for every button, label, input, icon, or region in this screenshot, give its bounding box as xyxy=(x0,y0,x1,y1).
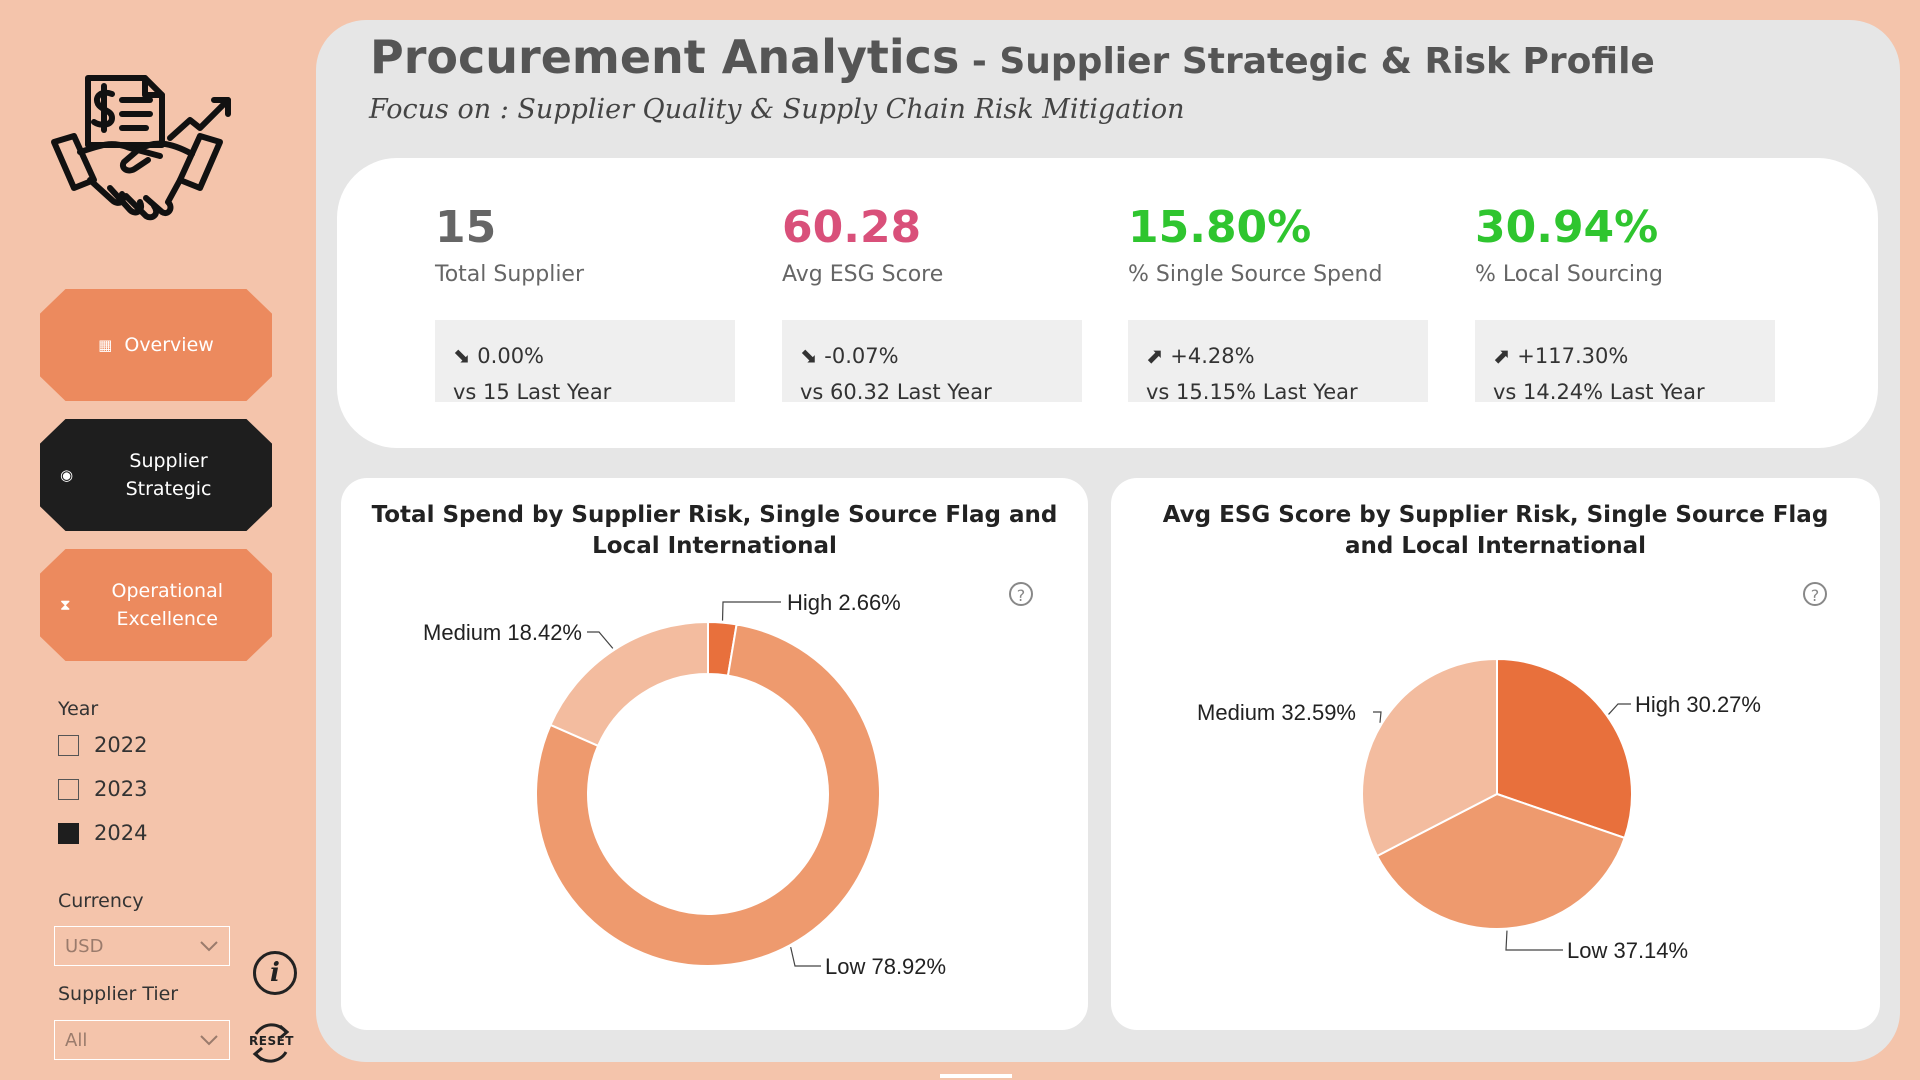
checkbox-box xyxy=(58,778,79,800)
leader-line xyxy=(1373,711,1382,723)
radio-dot-icon: ◉ xyxy=(60,466,74,484)
kpi-compare-avg-esg: ⬊ -0.07% vs 60.32 Last Year xyxy=(782,320,1082,404)
kpi-compare-single-source: ⬈ +4.28% vs 15.15% Last Year xyxy=(1128,320,1428,404)
kpi-change: 0.00% xyxy=(477,344,545,368)
currency-dropdown[interactable]: USD xyxy=(54,926,230,966)
supplier-tier-dropdown[interactable]: All xyxy=(54,1020,230,1060)
info-icon[interactable]: i xyxy=(253,951,297,995)
kpi-change: +4.28% xyxy=(1170,344,1255,368)
slice-low[interactable] xyxy=(1375,792,1626,930)
kpi-single-source-spend: 15.80% % Single Source Spend xyxy=(1128,200,1448,287)
page-scroll-indicator xyxy=(940,1074,1012,1078)
kpi-compare-text: vs 15 Last Year xyxy=(453,380,612,404)
help-icon[interactable]: ? xyxy=(1009,582,1033,606)
kpi-compare-text: vs 15.15% Last Year xyxy=(1146,380,1358,404)
page-title-sub: - Supplier Strategic & Risk Profile xyxy=(959,41,1655,82)
slice-label-high: High 2.66% xyxy=(787,590,901,615)
supplier-tier-value: All xyxy=(65,1029,88,1051)
leader-line xyxy=(721,601,781,621)
kpi-local-sourcing: 30.94% % Local Sourcing xyxy=(1475,200,1795,287)
spend-donut-chart: High 2.66% Low 78.92% Medium 18.42% xyxy=(423,590,946,979)
chart-title: Total Spend by Supplier Risk, Single Sou… xyxy=(371,502,1058,559)
kpi-label: Total Supplier xyxy=(435,262,585,287)
slice-medium[interactable] xyxy=(549,620,709,748)
kpi-avg-esg-score: 60.28 Avg ESG Score xyxy=(782,200,1102,287)
page-title-main: Procurement Analytics xyxy=(370,30,960,84)
year-2024-label: 2024 xyxy=(94,821,148,845)
chevron-down-icon xyxy=(200,1035,218,1046)
year-2024-checkbox[interactable]: 2024 xyxy=(58,821,147,845)
kpi-compare-text: vs 14.24% Last Year xyxy=(1493,380,1705,404)
nav-operational-excellence-button[interactable]: ⧗ Operational Excellence xyxy=(40,549,272,661)
kpi-compare-local-sourcing: ⬈ +117.30% vs 14.24% Last Year xyxy=(1475,320,1775,404)
currency-filter-label: Currency xyxy=(58,890,144,912)
checkbox-box-checked xyxy=(58,822,79,844)
kpi-value: 60.28 xyxy=(782,202,922,253)
leader-line xyxy=(587,631,614,649)
leader-line xyxy=(790,946,821,967)
currency-value: USD xyxy=(65,935,104,957)
nav-supplier-strategic-label: Supplier Strategic xyxy=(125,450,212,500)
page-title: Procurement Analytics - Supplier Strateg… xyxy=(370,30,1655,84)
esg-pie-chart-card: Avg ESG Score by Supplier Risk, Single S… xyxy=(1111,478,1880,1030)
kpi-compare-total-supplier: ⬊ 0.00% vs 15 Last Year xyxy=(435,320,735,404)
esg-pie-chart: High 30.27% Low 37.14% Medium 32.59% xyxy=(1197,657,1761,963)
slice-medium[interactable] xyxy=(1361,657,1498,858)
page-subtitle: Focus on : Supplier Quality & Supply Cha… xyxy=(369,94,1185,125)
trend-up-icon: ⬈ xyxy=(1493,344,1511,368)
slice-low[interactable] xyxy=(535,623,881,967)
slice-label-medium: Medium 18.42% xyxy=(423,620,582,645)
slice-label-high: High 30.27% xyxy=(1635,692,1761,717)
reset-label: RESET xyxy=(249,1034,294,1048)
year-2023-label: 2023 xyxy=(94,777,148,801)
trend-down-icon: ⬊ xyxy=(800,344,818,368)
procurement-handshake-logo xyxy=(51,75,231,221)
kpi-value: 15.80% xyxy=(1128,202,1312,253)
leader-line xyxy=(1608,703,1631,715)
nav-overview-button[interactable]: ▦ Overview xyxy=(40,289,272,401)
kpi-compare-text: vs 60.32 Last Year xyxy=(800,380,992,404)
trend-down-icon: ⬊ xyxy=(453,344,471,368)
slice-label-medium: Medium 32.59% xyxy=(1197,700,1356,725)
kpi-label: Avg ESG Score xyxy=(782,262,944,287)
kpi-value: 30.94% xyxy=(1475,202,1659,253)
table-icon: ▦ xyxy=(98,336,113,354)
sidebar: ▦ Overview ◉ Supplier Strategic ⧗ Operat… xyxy=(0,0,315,1080)
kpi-label: % Local Sourcing xyxy=(1475,262,1663,287)
kpi-value: 15 xyxy=(435,202,497,253)
hourglass-icon: ⧗ xyxy=(60,596,71,614)
supplier-tier-filter-label: Supplier Tier xyxy=(58,983,179,1005)
nav-supplier-strategic-button[interactable]: ◉ Supplier Strategic xyxy=(40,419,272,531)
slice-high[interactable] xyxy=(1496,657,1633,840)
slice-label-low: Low 78.92% xyxy=(825,954,946,979)
nav-operational-excellence-label: Operational Excellence xyxy=(111,580,223,630)
kpi-total-supplier: 15 Total Supplier xyxy=(435,200,755,287)
checkbox-box xyxy=(58,734,79,756)
chart-title: Avg ESG Score by Supplier Risk, Single S… xyxy=(1162,502,1829,559)
kpi-change: +117.30% xyxy=(1517,344,1629,368)
help-icon[interactable]: ? xyxy=(1803,582,1827,606)
nav-overview-label: Overview xyxy=(124,334,214,356)
year-2022-checkbox[interactable]: 2022 xyxy=(58,733,147,757)
spend-donut-chart-card: Total Spend by Supplier Risk, Single Sou… xyxy=(341,478,1088,1030)
trend-up-icon: ⬈ xyxy=(1146,344,1164,368)
leader-line xyxy=(1505,930,1563,951)
year-2023-checkbox[interactable]: 2023 xyxy=(58,777,147,801)
kpi-label: % Single Source Spend xyxy=(1128,262,1383,287)
slice-label-low: Low 37.14% xyxy=(1567,938,1688,963)
kpi-change: -0.07% xyxy=(824,344,899,368)
reset-icon[interactable] xyxy=(246,1018,296,1068)
year-filter-label: Year xyxy=(58,698,99,720)
year-2022-label: 2022 xyxy=(94,733,148,757)
chevron-down-icon xyxy=(200,941,218,952)
